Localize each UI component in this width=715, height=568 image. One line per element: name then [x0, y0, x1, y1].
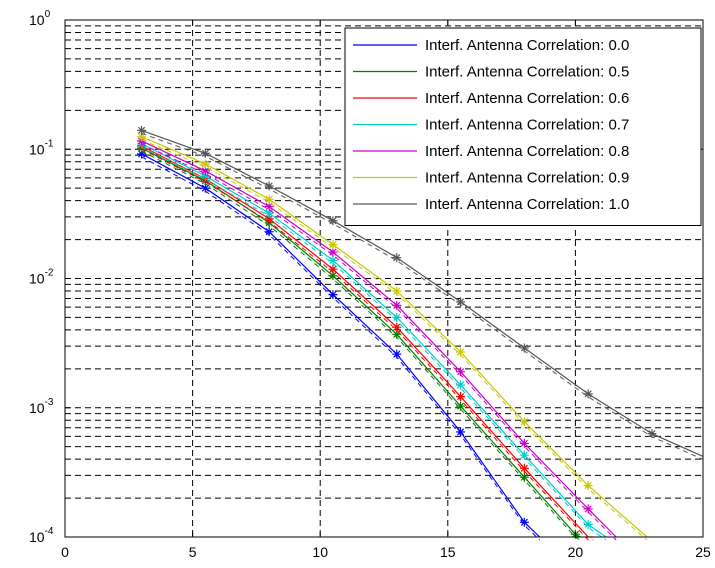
legend-entry: Interf. Antenna Correlation: 0.8	[353, 143, 629, 160]
series-group	[137, 125, 704, 541]
series-line	[141, 153, 541, 538]
x-tick-label: 0	[61, 544, 69, 560]
series-line-dashed	[141, 143, 617, 541]
series-line-dashed	[141, 132, 704, 460]
series-line-dashed	[141, 156, 541, 541]
data-point	[264, 202, 274, 212]
data-point	[583, 389, 593, 399]
data-point	[519, 472, 529, 482]
legend-box	[344, 27, 702, 226]
data-point	[392, 286, 402, 296]
y-tick-label: 10-2	[29, 268, 54, 287]
x-tick-label: 10	[312, 544, 328, 560]
data-point	[519, 450, 529, 460]
x-tick-label: 20	[568, 544, 584, 560]
y-tick-label: 10-4	[29, 526, 54, 545]
y-tick-label: 100	[29, 9, 51, 28]
series-0	[137, 149, 541, 541]
data-point	[328, 264, 338, 274]
data-point	[264, 227, 274, 237]
series-6	[137, 125, 704, 460]
data-point	[137, 125, 147, 135]
data-point	[456, 367, 466, 377]
data-point	[264, 194, 274, 204]
data-point	[328, 247, 338, 257]
axes: 0 5 10 15 20 25 100 10-1 10-2 10-3 10-4	[29, 9, 711, 560]
data-point	[456, 297, 466, 307]
series-line	[141, 129, 704, 457]
legend-entry: Interf. Antenna Correlation: 0.9	[353, 170, 629, 187]
x-tick-label: 5	[189, 544, 197, 560]
data-point	[519, 517, 529, 527]
legend-entry: Interf. Antenna Correlation: 0.7	[353, 117, 629, 134]
data-point	[519, 463, 529, 473]
data-point	[392, 300, 402, 310]
data-point	[328, 290, 338, 300]
data-point	[456, 347, 466, 357]
legend-label: Interf. Antenna Correlation: 0.9	[425, 170, 629, 187]
legend-label: Interf. Antenna Correlation: 0.8	[425, 143, 629, 160]
data-point	[583, 519, 593, 529]
series-line-dashed	[141, 148, 594, 541]
legend-label: Interf. Antenna Correlation: 0.6	[425, 90, 629, 107]
data-point	[519, 343, 529, 353]
y-tick-label: 10-1	[29, 138, 54, 157]
data-point	[456, 380, 466, 390]
legend-label: Interf. Antenna Correlation: 1.0	[425, 196, 629, 213]
legend-entry: Interf. Antenna Correlation: 0.0	[353, 37, 629, 54]
data-point	[328, 255, 338, 265]
legend: Interf. Antenna Correlation: 0.0 Interf. …	[344, 27, 702, 226]
data-point	[392, 349, 402, 359]
y-tick-label: 10-3	[29, 397, 54, 416]
series-5	[137, 132, 648, 541]
x-tick-label: 15	[440, 544, 456, 560]
data-point	[456, 401, 466, 411]
data-point	[583, 504, 593, 514]
data-point	[328, 240, 338, 250]
legend-entry: Interf. Antenna Correlation: 0.5	[353, 64, 629, 81]
data-point	[583, 481, 593, 491]
data-point	[392, 253, 402, 263]
data-point	[392, 312, 402, 322]
data-point	[456, 427, 466, 437]
data-point	[200, 159, 210, 169]
data-point	[519, 438, 529, 448]
data-point	[200, 148, 210, 158]
data-point	[264, 181, 274, 191]
legend-entry: Interf. Antenna Correlation: 0.6	[353, 90, 629, 107]
legend-label: Interf. Antenna Correlation: 0.7	[425, 117, 629, 134]
legend-entry: Interf. Antenna Correlation: 1.0	[353, 196, 629, 213]
legend-label: Interf. Antenna Correlation: 0.5	[425, 64, 629, 81]
legend-label: Interf. Antenna Correlation: 0.0	[425, 37, 629, 54]
data-point	[456, 392, 466, 402]
data-point	[519, 417, 529, 427]
x-tick-label: 25	[695, 544, 711, 560]
data-point	[328, 216, 338, 226]
data-point	[392, 322, 402, 332]
data-point	[647, 429, 657, 439]
